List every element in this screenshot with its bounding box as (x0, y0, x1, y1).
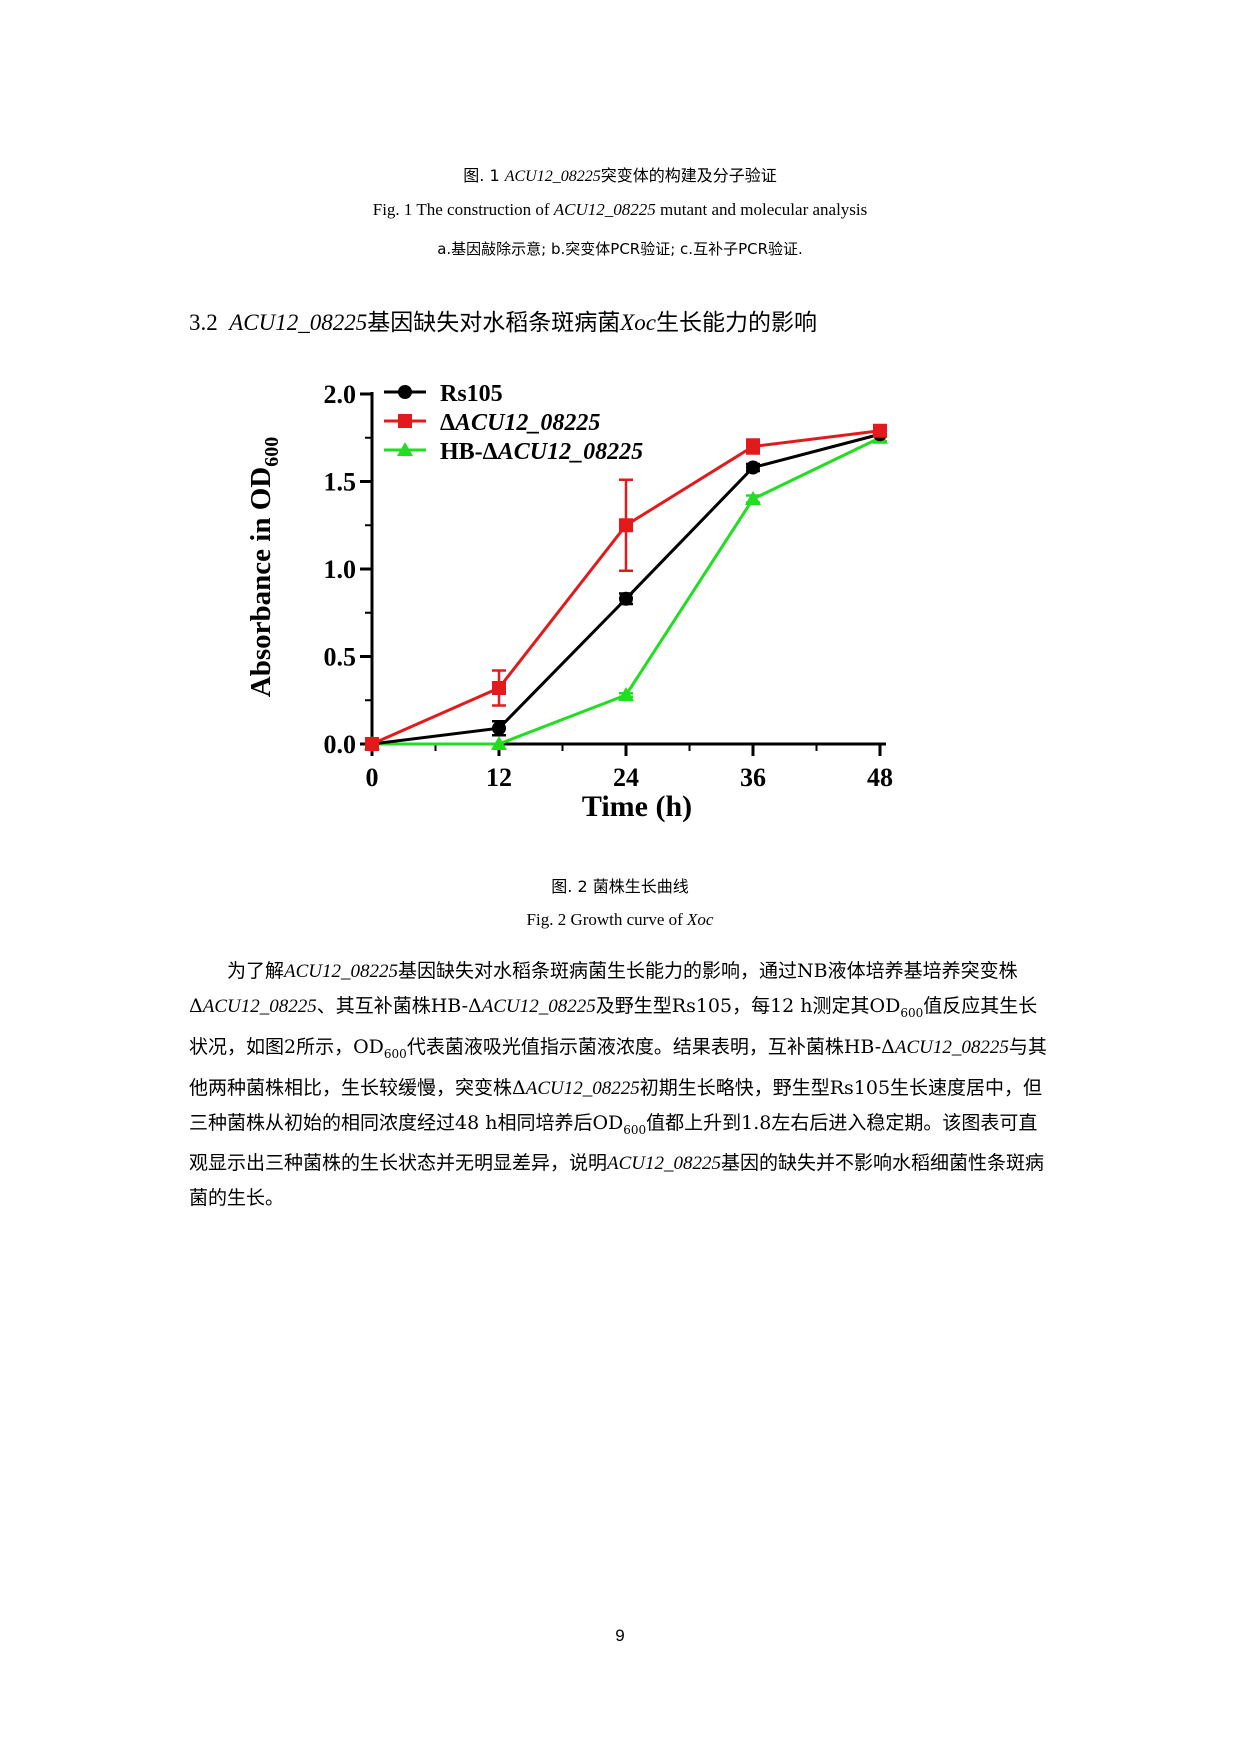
x-tick-label: 0 (366, 763, 379, 792)
y-tick-label: 0.5 (324, 643, 357, 672)
fig2-caption-en: Fig. 2 Growth curve of Xoc (526, 910, 714, 929)
data-point (619, 591, 633, 606)
legend-label: ΔACU12_08225 (440, 410, 600, 436)
x-axis-label: Time (h) (582, 790, 692, 823)
chart-legend: Rs105 ΔACU12_08225 HB-ΔACU12_08225 (384, 381, 643, 465)
data-point (745, 491, 761, 505)
data-point (365, 737, 379, 751)
fig1-caption-cn: 图. 1 ACU12_08225突变体的构建及分子验证 (463, 166, 777, 185)
legend-marker (398, 414, 412, 428)
data-point (746, 460, 760, 475)
legend-label: Rs105 (440, 381, 503, 407)
y-tick-label: 0.0 (324, 730, 357, 759)
legend-label: HB-ΔACU12_08225 (440, 439, 643, 465)
data-point (492, 681, 506, 695)
x-tick-label: 36 (740, 763, 766, 792)
fig1-subcaption: a.基因敲除示意; b.突变体PCR验证; c.互补子PCR验证. (437, 240, 803, 258)
series-square (365, 423, 887, 751)
series-triangle (364, 429, 888, 750)
chart-axes: 0.0 0.5 1.0 1.5 2.0 0 12 24 36 48 (324, 380, 894, 792)
data-point (873, 423, 887, 438)
section-heading: 3.2 ACU12_08225基因缺失对水稻条斑病菌Xoc生长能力的影响 (189, 310, 818, 336)
growth-curve-chart: 0.0 0.5 1.0 1.5 2.0 0 12 24 36 48 Rs105 ΔACU12_082… (245, 380, 894, 823)
x-tick-label: 48 (867, 763, 893, 792)
fig2-caption-cn: 图. 2 菌株生长曲线 (551, 877, 689, 896)
data-point (492, 721, 506, 736)
x-tick-label: 12 (486, 763, 512, 792)
series-circle (365, 427, 887, 751)
data-point (619, 518, 633, 533)
legend-marker (398, 385, 412, 399)
data-point (746, 439, 760, 454)
body-paragraph: 为了解ACU12_08225基因缺失对水稻条斑病菌生长能力的影响，通过NB液体培… (189, 960, 1047, 1210)
legend-marker (397, 442, 413, 456)
y-axis-label: Absorbance in OD600 (245, 437, 283, 697)
y-tick-label: 1.0 (324, 555, 357, 584)
chart-series (364, 423, 888, 751)
fig1-caption-en: Fig. 1 The construction of ACU12_08225 m… (372, 200, 868, 219)
x-tick-label: 24 (613, 763, 639, 792)
y-tick-label: 1.5 (324, 468, 357, 497)
data-point (491, 736, 507, 750)
page-number: 9 (615, 1626, 625, 1645)
y-tick-label: 2.0 (324, 380, 357, 409)
data-point (618, 687, 634, 701)
